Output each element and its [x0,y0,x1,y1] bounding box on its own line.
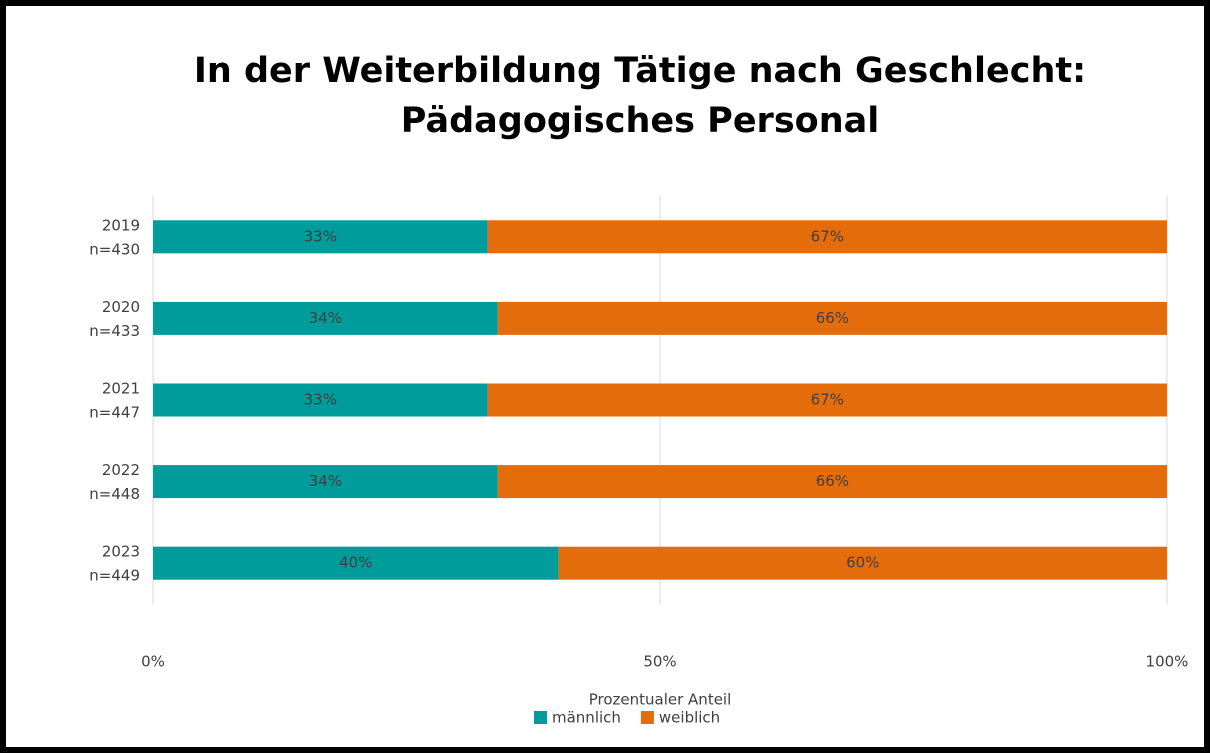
y-tick-label: 2021 [102,380,140,398]
y-tick-label: 2023 [102,543,140,561]
y-tick-label: n=449 [89,567,140,585]
legend-label: männlich [552,709,621,727]
bar-segment [153,301,498,335]
y-tick-label: 2019 [102,216,140,234]
bar-segment [487,220,1167,254]
bar-segment [153,383,488,417]
bar-segment [487,383,1167,417]
bar-segment [558,546,1167,580]
data-label: 66% [816,309,849,327]
bar-segment [153,220,488,254]
y-tick-label: n=448 [89,485,140,503]
x-tick-label: 0% [141,653,165,671]
chart-title: In der Weiterbildung Tätige nach Geschle… [194,51,1086,91]
y-tick-label: n=447 [89,404,140,422]
data-label: 67% [811,391,844,409]
x-tick-label: 50% [643,653,676,671]
data-label: 40% [339,554,372,572]
x-axis-label: Prozentualer Anteil [589,691,732,709]
data-label: 34% [309,309,342,327]
data-label: 66% [816,472,849,490]
bar-segment [497,465,1167,499]
legend-swatch [640,711,654,724]
y-tick-label: 2022 [102,461,140,479]
y-tick-label: n=433 [89,322,140,340]
data-label: 67% [811,227,844,245]
data-label: 33% [304,391,337,409]
data-label: 34% [309,472,342,490]
data-label: 60% [846,554,879,572]
bar-segment [497,301,1167,335]
legend-label: weiblich [659,709,720,727]
y-tick-label: n=430 [89,240,140,258]
chart-title: Pädagogisches Personal [401,101,879,141]
bar-segment [153,465,498,499]
y-tick-label: 2020 [102,298,140,316]
bar-segment [153,546,559,580]
data-label: 33% [304,227,337,245]
legend-swatch [534,711,547,724]
x-tick-label: 100% [1146,653,1189,671]
